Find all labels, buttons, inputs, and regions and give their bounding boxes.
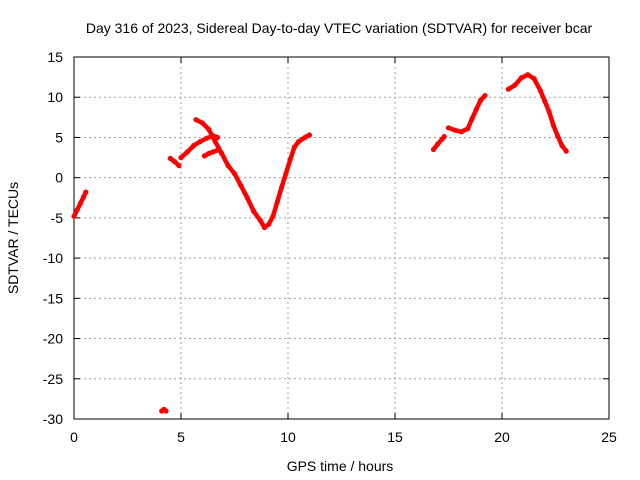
data-point [71,213,77,219]
data-point [430,146,437,153]
data-point [212,138,218,145]
data-point [197,138,203,145]
data-point [81,194,87,200]
y-tick-label: 5 [55,129,63,145]
data-point [83,189,89,195]
data-point [435,141,441,147]
data-point [184,149,190,155]
x-tick-label: 20 [494,429,510,445]
data-point [206,126,212,132]
data-point [176,163,182,169]
x-tick-label: 15 [387,429,403,445]
y-tick-label: 0 [55,170,63,186]
data-point [525,72,531,78]
y-tick-label: -10 [43,250,63,266]
data-point [542,98,548,104]
data-point [296,138,302,145]
data-point [225,163,231,169]
grid-layer [74,57,609,419]
plot-frame [73,56,610,420]
data-point [210,149,216,155]
data-point [244,195,250,201]
data-point [238,183,244,189]
data-point [257,217,263,223]
data-point [191,142,197,149]
data-point [478,97,484,103]
data-point [559,142,565,149]
data-point [546,109,552,115]
data-point [531,76,537,82]
y-tick-label: -15 [43,290,63,306]
data-point [204,135,210,141]
data-point [555,133,561,139]
data-point [518,75,524,81]
data-point [550,122,557,128]
data-point [206,150,212,157]
data-point [231,171,238,177]
data-point [163,408,169,414]
data-point [306,132,312,138]
data-point [291,144,297,150]
y-tick-label: 15 [47,49,63,65]
data-point [266,221,272,227]
x-tick-label: 25 [601,429,617,445]
data-point [465,126,471,132]
data-point [452,127,458,133]
y-axis-label: SDTVAR / TECUs [5,182,21,294]
x-axis-label: GPS time / hours [287,458,394,474]
y-tick-label: -20 [43,331,63,347]
data-point [201,153,208,159]
data-point [283,171,289,177]
data-point [274,199,280,205]
data-point [261,224,268,231]
data-point [563,148,569,154]
data-point [482,93,488,99]
data-point [537,88,544,94]
chart-title: Day 316 of 2023, Sidereal Day-to-day VTE… [86,20,593,36]
tick-layer: 0 5 10 15 20 25 -30 -25 -20 -15 -10 -5 0 5 10 15 [43,49,617,445]
data-point [458,129,464,135]
data-point [505,86,511,92]
data-point [469,116,475,122]
data-point [193,117,199,123]
x-tick-label: 0 [70,429,78,445]
y-tick-label: -5 [51,210,64,226]
data-point [473,106,479,112]
y-tick-label: 10 [47,89,63,105]
data-point [178,155,184,161]
data-point [199,120,205,126]
series-layer [71,72,569,414]
data-point [287,157,293,163]
data-point [172,159,178,165]
data-point [445,125,452,131]
data-point [251,208,257,215]
series-line-segment-6 [193,117,312,230]
y-tick-label: -25 [43,371,63,387]
x-tick-label: 5 [177,429,185,445]
data-point [512,82,518,88]
data-point [270,213,276,219]
data-point [74,207,80,213]
data-point [167,155,173,161]
y-tick-label: -30 [43,411,63,427]
x-tick-label: 10 [280,429,296,445]
data-point [77,200,83,206]
data-point [302,134,308,140]
data-point [279,184,285,190]
data-point [441,134,447,140]
data-point [219,150,225,157]
